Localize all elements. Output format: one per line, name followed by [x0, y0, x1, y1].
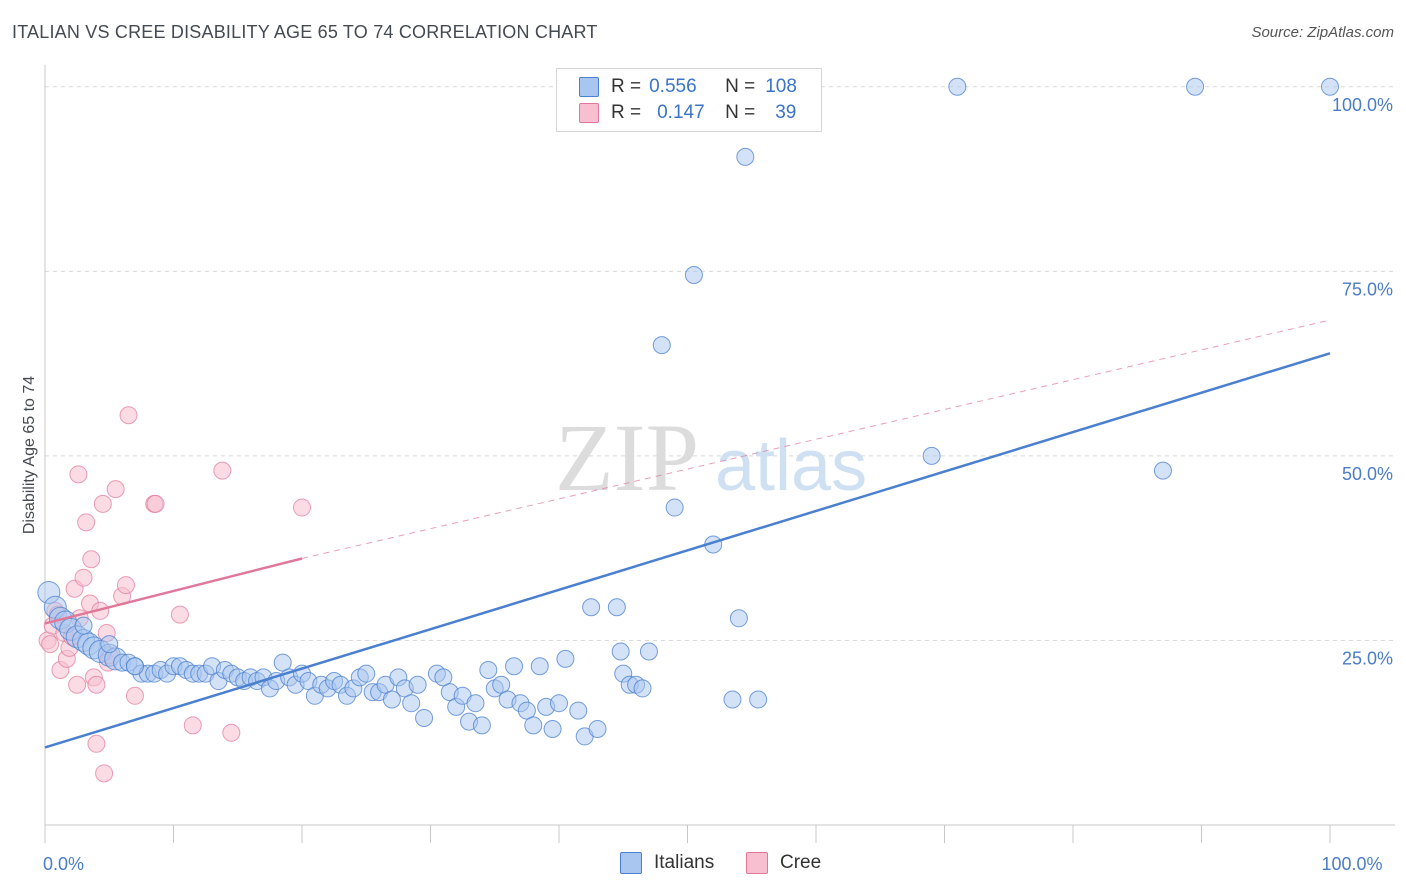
italians-point	[524, 716, 543, 735]
legend-n-label: N =	[725, 102, 756, 123]
italians-point	[479, 660, 498, 679]
cree-point	[41, 635, 60, 654]
legend-label-cree: Cree	[780, 852, 822, 873]
cree-point	[82, 550, 101, 569]
legend-label-italians: Italians	[654, 852, 715, 873]
italians-point	[633, 679, 652, 698]
italians-point	[749, 690, 768, 709]
legend-swatch-cree	[746, 852, 768, 874]
grid-lines	[45, 86, 1395, 641]
italians-point	[684, 266, 703, 285]
y-tick-label: 50.0%	[1342, 464, 1393, 484]
italians-point	[607, 598, 626, 617]
x-tick-label: 0.0%	[43, 854, 84, 874]
cree-point	[293, 498, 311, 517]
italians-point	[582, 598, 601, 617]
watermark-atlas: atlas	[715, 426, 867, 506]
x-tick-label: 100.0%	[1321, 854, 1382, 874]
italians-trend-line	[44, 352, 1331, 749]
italians-point	[729, 609, 748, 628]
legend-row-cree: R = 0.147 N = 39	[579, 101, 796, 125]
cree-point	[170, 605, 189, 624]
cree-point	[87, 675, 106, 694]
y-axis-label: Disability Age 65 to 74	[21, 376, 38, 534]
legend-n-value: 39	[775, 102, 797, 123]
italians-point	[408, 675, 427, 694]
y-tick-label: 25.0%	[1342, 648, 1393, 668]
cree-point	[119, 406, 138, 425]
cree-point	[183, 716, 202, 735]
cree-point	[125, 686, 144, 705]
italians-point	[639, 642, 658, 661]
italians-point	[100, 635, 119, 654]
cree-point	[116, 576, 135, 595]
italians-point	[543, 720, 562, 739]
italians-point	[382, 690, 401, 709]
italians-point	[736, 147, 755, 166]
italians-point	[1186, 77, 1205, 96]
cree-points	[38, 406, 311, 783]
cree-point	[74, 568, 93, 587]
source-label: Source: ZipAtlas.com	[1251, 24, 1394, 41]
legend-swatch-cree	[579, 103, 599, 123]
tick-labels: 25.0% 50.0% 75.0% 100.0% 0.0% 100.0%	[43, 95, 1393, 874]
axes	[44, 65, 1395, 843]
watermark-zip: ZIP	[555, 404, 699, 511]
cree-point	[106, 480, 125, 499]
legend-item-italians[interactable]: Italians	[620, 852, 714, 874]
y-tick-label: 100.0%	[1332, 95, 1393, 115]
cree-point	[146, 494, 165, 513]
legend-r-label: R =	[611, 76, 642, 97]
italians-point	[550, 694, 568, 713]
cree-point	[95, 764, 114, 783]
cree-point	[69, 465, 88, 484]
cree-point	[87, 734, 106, 753]
italians-point	[556, 649, 575, 668]
legend-r-value: 0.556	[649, 76, 697, 97]
legend-r-value: 0.147	[657, 102, 705, 123]
italians-point	[505, 657, 524, 676]
legend-item-cree[interactable]: Cree	[746, 852, 821, 874]
cree-point	[77, 513, 96, 532]
legend-row-italians: R = 0.556 N = 108	[579, 75, 797, 99]
italians-point	[530, 657, 549, 676]
italians-points	[37, 77, 1339, 746]
italians-point	[723, 690, 742, 709]
italians-point	[652, 336, 671, 355]
italians-point	[1321, 77, 1339, 96]
series-legend: Italians Cree	[0, 852, 1406, 876]
cree-point	[68, 675, 87, 694]
italians-point	[125, 657, 144, 676]
italians-point	[472, 716, 491, 735]
italians-point	[402, 694, 421, 713]
legend-swatch-italians	[620, 852, 642, 874]
italians-point	[588, 720, 607, 739]
italians-point	[357, 664, 376, 683]
italians-point	[466, 694, 485, 713]
italians-point	[74, 616, 93, 635]
legend-n-label: N =	[725, 76, 756, 97]
stats-legend: R = 0.556 N = 108 R = 0.147 N = 39	[556, 68, 822, 132]
cree-trend-line	[44, 557, 303, 625]
trend-lines	[44, 319, 1331, 749]
legend-r-label: R =	[611, 102, 642, 123]
y-tick-label: 75.0%	[1342, 279, 1393, 299]
italians-point	[569, 701, 588, 720]
italians-point	[922, 446, 941, 465]
italians-point	[415, 708, 434, 727]
legend-swatch-italians	[579, 77, 599, 97]
cree-point	[222, 723, 241, 742]
cree-point	[213, 461, 232, 480]
chart-title: ITALIAN VS CREE DISABILITY AGE 65 TO 74 …	[12, 22, 598, 42]
cree-point	[93, 494, 112, 513]
italians-point	[948, 77, 967, 96]
italians-point	[665, 498, 684, 517]
italians-point	[1153, 461, 1172, 480]
legend-n-value: 108	[765, 76, 797, 97]
italians-point	[611, 642, 630, 661]
